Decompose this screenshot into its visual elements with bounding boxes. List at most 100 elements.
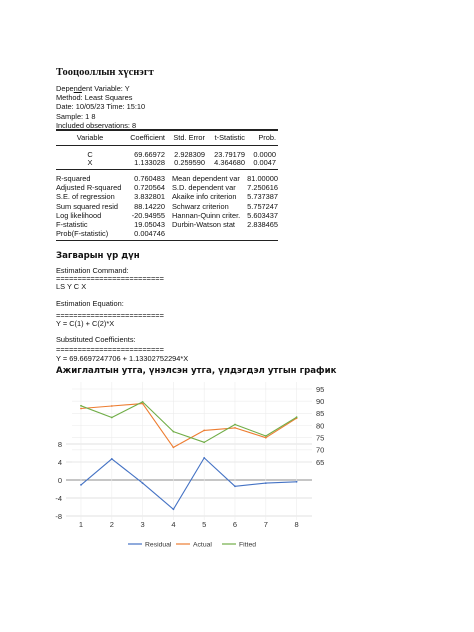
stat-label: Durbin-Watson stat — [172, 220, 235, 230]
stat-value: 81.00000 — [247, 174, 278, 183]
right-axis-tick-label: 95 — [316, 385, 324, 394]
stats-left-labels: R-squared Adjusted R-squared S.E. of reg… — [56, 174, 121, 238]
left-axis-tick-label: -4 — [55, 494, 62, 503]
stat-value: 3.832801 — [134, 192, 165, 202]
right-axis-tick-label: 90 — [316, 397, 324, 406]
stats-left-values: 0.760483 0.720564 3.832801 88.14220 -20.… — [122, 174, 165, 238]
legend-label-residual: Residual — [145, 542, 172, 549]
stat-value: 0.760483 — [134, 174, 165, 183]
date-line: Date: 10/05/23 Time: 15:10 — [56, 102, 146, 112]
legend-label-actual: Actual — [193, 542, 212, 549]
observations-line: Included observations: 8 — [56, 120, 137, 130]
stat-label: Akaike info criterion — [172, 192, 237, 202]
data-point-residual — [80, 484, 82, 486]
command-text: LS Y C X — [56, 282, 87, 292]
data-point-residual — [234, 485, 236, 488]
left-axis-tick-label: 4 — [58, 458, 62, 467]
data-point-fitted — [203, 441, 206, 444]
x-axis-tick-label: 6 — [233, 520, 237, 529]
x-axis-tick-label: 4 — [171, 520, 175, 529]
header-t-statistic: t-Statistic — [214, 133, 245, 142]
right-axis-tick-label: 75 — [316, 433, 324, 442]
data-point-residual — [141, 482, 144, 484]
right-axis-tick-label: 85 — [316, 409, 324, 418]
stat-value: 88.14220 — [134, 201, 165, 211]
left-axis-tick-label: 0 — [58, 476, 62, 485]
separator: ========================= — [56, 345, 164, 355]
stat-value: 2.838465 — [247, 220, 278, 230]
data-point-residual — [172, 508, 175, 511]
stat-label: Mean dependent var — [172, 174, 240, 183]
data-point-fitted — [264, 435, 267, 437]
stat-label: S.D. dependent var — [172, 183, 236, 193]
stat-label: Adjusted R-squared — [56, 183, 122, 193]
left-axis-tick-label: -8 — [55, 512, 62, 521]
row-x-t-statistic: 4.364680 — [214, 158, 245, 167]
row-x-prob: 0.0047 — [253, 158, 276, 167]
row-x-coefficient: 1.133028 — [134, 158, 165, 167]
data-point-fitted — [234, 423, 236, 426]
series-line-fitted — [80, 401, 297, 443]
page-title: Тооцооллын хүснэгт — [56, 67, 154, 78]
right-axis-tick-label: 65 — [316, 458, 324, 467]
data-point-residual — [295, 480, 298, 483]
legend-label-fitted: Fitted — [239, 542, 256, 549]
stat-value: 5.757247 — [247, 201, 278, 211]
stat-label: S.E. of regression — [56, 192, 115, 202]
equation-label: Estimation Equation: — [56, 298, 124, 308]
row-c-variable: C — [87, 150, 93, 159]
substituted-text: Y = 69.6697247706 + 1.13302752294*X — [56, 353, 189, 363]
series-line-residual — [80, 457, 297, 510]
row-c-coefficient: 69.66972 — [134, 150, 165, 159]
substituted-label: Substituted Coefficients: — [56, 335, 136, 345]
data-point-residual — [110, 458, 113, 460]
x-axis-tick-label: 8 — [295, 520, 299, 529]
data-point-actual — [264, 436, 267, 439]
data-point-fitted — [80, 404, 82, 407]
series-line-actual — [80, 403, 297, 448]
method-line: Method: Least Squares — [56, 93, 133, 103]
header-prob: Prob. — [258, 133, 276, 142]
header-variable: Variable — [76, 133, 104, 142]
x-axis-tick-label: 1 — [79, 520, 83, 529]
left-axis-tick-label: 8 — [58, 440, 62, 449]
x-axis-tick-label: 5 — [202, 520, 206, 529]
sample-line: Sample: 1 8 — [56, 111, 96, 121]
stat-label: Prob(F-statistic) — [56, 229, 109, 239]
stat-label: F-statistic — [56, 220, 88, 230]
stat-label: R-squared — [56, 174, 91, 183]
data-point-actual — [80, 407, 82, 410]
data-point-actual — [172, 446, 175, 449]
x-axis-tick-label: 7 — [264, 520, 268, 529]
row-c-t-statistic: 23.79179 — [214, 150, 245, 159]
data-point-fitted — [172, 430, 175, 433]
stat-value: 7.250616 — [247, 183, 278, 193]
command-label: Estimation Command: — [56, 266, 129, 275]
x-axis-tick-label: 2 — [110, 520, 114, 529]
chart-title: Ажиглалтын утга, үнэлсэн утга, үлдэгдэл … — [56, 366, 337, 376]
separator: ========================= — [56, 274, 164, 284]
header-std-error: Std. Error — [173, 133, 205, 142]
stat-value: 0.004746 — [134, 229, 165, 239]
dependent-variable-line: Dependent Variable: Y — [56, 84, 130, 93]
data-point-fitted — [141, 401, 144, 403]
stat-label: Hannan-Quinn criter. — [172, 210, 241, 220]
stat-value: 0.720564 — [134, 183, 165, 193]
data-point-actual — [141, 402, 144, 405]
row-c-std-error: 2.928309 — [174, 150, 205, 159]
stat-label: Log likelihood — [56, 210, 102, 220]
estimation-info: Dependent Variable: Y Method: Least Squa… — [56, 84, 145, 130]
stat-value: 19.05043 — [134, 220, 165, 230]
data-point-residual — [264, 482, 267, 484]
stats-right-values: 81.00000 7.250616 5.737387 5.757247 5.60… — [240, 174, 278, 229]
right-axis-tick-label: 70 — [316, 446, 324, 455]
data-point-actual — [234, 427, 236, 429]
stat-label: Sum squared resid — [56, 201, 119, 211]
right-axis-tick-label: 80 — [316, 421, 324, 430]
stat-value: 5.603437 — [247, 210, 278, 220]
equation-text: Y = C(1) + C(2)*X — [56, 319, 115, 329]
row-c-prob: 0.0000 — [253, 150, 276, 159]
row-x-std-error: 0.259590 — [174, 158, 205, 167]
data-point-fitted — [295, 416, 298, 419]
